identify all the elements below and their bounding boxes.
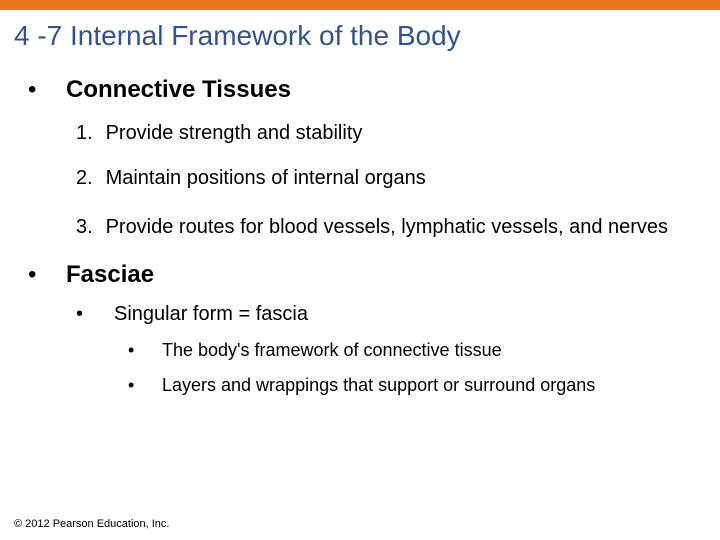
copyright-footer: © 2012 Pearson Education, Inc.: [14, 518, 169, 530]
sub-label: Singular form = fascia: [114, 303, 308, 326]
slide-title: 4 -7 Internal Framework of the Body: [0, 10, 720, 70]
point-text: The body's framework of connective tissu…: [162, 340, 502, 361]
top-accent-bar: [0, 0, 720, 10]
bullet-layers: • Layers and wrappings that support or s…: [128, 375, 700, 396]
point-text: Layers and wrappings that support or sur…: [162, 375, 595, 396]
numbered-list: 1. Provide strength and stability 2. Mai…: [76, 122, 700, 243]
list-item: 1. Provide strength and stability: [76, 122, 700, 145]
item-number: 1.: [76, 122, 100, 145]
bullet-singular-form: • Singular form = fascia: [76, 303, 700, 326]
item-text: Provide routes for blood vessels, lympha…: [106, 216, 669, 238]
heading-fasciae: Fasciae: [66, 261, 154, 289]
list-item: 2. Maintain positions of internal organs: [76, 167, 700, 190]
bullet-dot: •: [28, 76, 66, 104]
bullet-fasciae: • Fasciae: [28, 261, 700, 289]
item-number: 3.: [76, 212, 100, 243]
bullet-dot: •: [128, 375, 162, 396]
item-number: 2.: [76, 167, 100, 190]
slide-content: • Connective Tissues 1. Provide strength…: [0, 76, 720, 396]
list-item: 3. Provide routes for blood vessels, lym…: [76, 212, 700, 243]
bullet-dot: •: [128, 340, 162, 361]
bullet-dot: •: [76, 303, 114, 326]
bullet-connective-tissues: • Connective Tissues: [28, 76, 700, 104]
slide: 4 -7 Internal Framework of the Body • Co…: [0, 0, 720, 540]
bullet-dot: •: [28, 261, 66, 289]
bullet-framework: • The body's framework of connective tis…: [128, 340, 700, 361]
item-text: Provide strength and stability: [106, 122, 363, 144]
item-text: Maintain positions of internal organs: [106, 167, 426, 189]
heading-connective-tissues: Connective Tissues: [66, 76, 291, 104]
